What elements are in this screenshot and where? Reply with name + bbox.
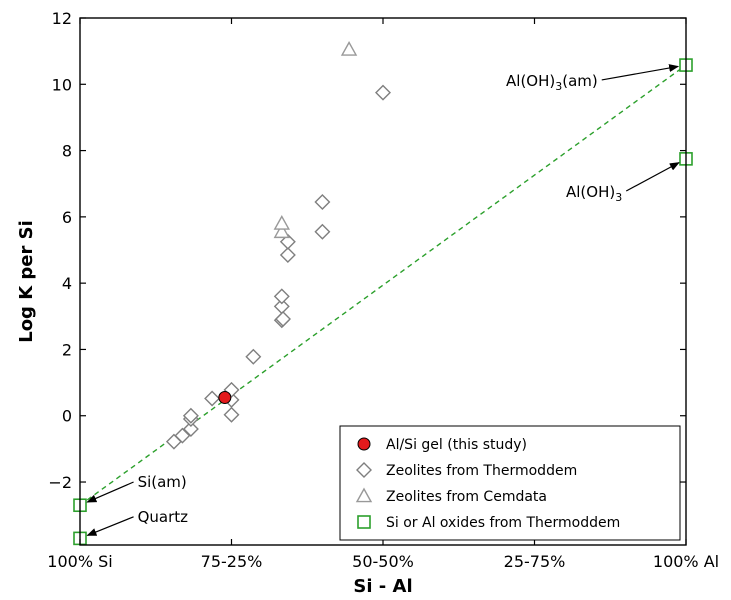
data-point-diamond [314, 193, 331, 210]
legend: Al/Si gel (this study) Zeolites from Ther… [339, 425, 681, 541]
y-tick-label: 8 [62, 142, 72, 161]
annotation-label: Si(am) [138, 473, 187, 491]
x-tick-label: 25-75% [504, 552, 566, 571]
x-tick-label: 100% Si [47, 552, 112, 571]
data-point-diamond [245, 348, 262, 365]
legend-marker-circle [357, 437, 371, 451]
annotation-label: Quartz [138, 508, 189, 526]
legend-label: Zeolites from Thermoddem [386, 463, 577, 479]
legend-marker-triangle [355, 487, 373, 503]
legend-label: Zeolites from Cemdata [386, 489, 547, 505]
legend-label: Si or Al oxides from Thermoddem [386, 515, 620, 531]
legend-label: Al/Si gel (this study) [386, 437, 527, 453]
trend-line-layer [79, 64, 687, 506]
data-point-diamond [204, 390, 221, 407]
data-point-circle [218, 391, 232, 405]
legend-marker-diamond [356, 462, 372, 478]
legend-marker-square [357, 515, 371, 529]
annotation-label: Al(OH)3(am) [506, 72, 598, 93]
data-point-diamond [279, 246, 296, 263]
annotation-arrow [601, 64, 680, 81]
data-point-diamond [314, 223, 331, 240]
x-tick-label: 75-25% [201, 552, 263, 571]
annotation-arrow [86, 516, 134, 536]
y-axis-title: Log K per Si [16, 220, 37, 343]
x-tick-label: 100% Al [653, 552, 719, 571]
data-point-diamond [273, 288, 290, 305]
x-axis-title: Si - Al [353, 576, 412, 597]
data-point-diamond [182, 407, 199, 424]
y-tick-label: 6 [62, 208, 72, 227]
legend-box [339, 425, 681, 541]
trend-line [79, 64, 687, 506]
annotation-arrow [86, 481, 134, 503]
data-point-diamond [375, 84, 391, 101]
annotation-label: Al(OH)3 [566, 183, 622, 204]
axis-ticks: 100% Si 75-25% 50-50% 25-75% 100% Al −2 0 2 4 6 8 1… [47, 9, 719, 571]
data-point-diamond [174, 427, 191, 444]
data-point-diamond [275, 310, 291, 327]
y-tick-label: 10 [52, 75, 72, 94]
annotation-arrow [625, 162, 680, 192]
annotations-layer: Si(am) Quartz Al(OH)3(am) Al(OH)3 [86, 64, 680, 536]
data-point-triangle [340, 41, 358, 56]
data-point-diamond [182, 421, 199, 437]
y-tick-label: −2 [48, 473, 72, 492]
x-tick-label: 50-50% [352, 552, 414, 571]
y-tick-label: 0 [62, 407, 72, 426]
data-point-triangle [273, 223, 290, 239]
y-tick-label: 12 [52, 9, 72, 28]
y-tick-label: 2 [62, 340, 72, 359]
data-points-layer [73, 41, 693, 546]
data-point-triangle [273, 215, 290, 230]
data-point-diamond [223, 406, 240, 423]
data-point-diamond [279, 233, 296, 250]
y-tick-label: 4 [62, 274, 72, 293]
